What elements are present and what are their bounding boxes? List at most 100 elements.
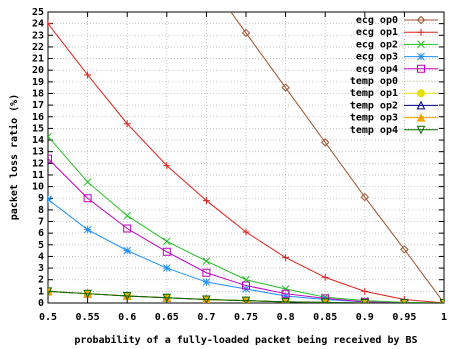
legend-label: temp op1: [350, 88, 398, 99]
marker: [281, 285, 290, 293]
marker: [202, 257, 211, 265]
marker: [202, 268, 211, 277]
y-tick-label: 12: [32, 158, 44, 169]
legend-marker: [416, 15, 426, 25]
marker: [84, 71, 92, 79]
marker: [83, 194, 92, 203]
marker: [48, 132, 52, 141]
x-tick-label: 0.75: [234, 312, 258, 323]
legend-marker: [417, 52, 425, 61]
marker: [122, 292, 132, 301]
marker: [123, 246, 132, 255]
y-tick-label: 3: [38, 263, 44, 274]
x-tick-label: 0.6: [118, 312, 136, 323]
y-tick-label: 4: [38, 251, 44, 262]
x-tick-label: 0.5: [39, 312, 57, 323]
y-tick-label: 22: [32, 42, 44, 53]
y-tick-label: 20: [32, 65, 44, 76]
marker: [361, 287, 369, 295]
marker: [48, 20, 52, 28]
y-tick-label: 19: [32, 77, 44, 88]
x-tick-label: 0.95: [392, 312, 416, 323]
series-line: [48, 290, 444, 303]
legend-marker: [417, 89, 425, 98]
y-tick-label: 2: [38, 275, 44, 286]
marker: [441, 298, 444, 303]
marker: [202, 278, 211, 286]
y-tick-label: 11: [32, 170, 44, 181]
marker: [123, 120, 131, 128]
marker: [360, 297, 369, 303]
y-tick-label: 8: [38, 205, 44, 216]
x-tick-label: 0.7: [197, 312, 215, 323]
marker: [360, 192, 370, 202]
marker: [321, 273, 329, 281]
marker: [241, 296, 251, 303]
legend-marker: [417, 64, 425, 73]
marker: [162, 293, 172, 303]
legend-label: temp op2: [350, 100, 398, 111]
marker: [83, 178, 92, 186]
y-tick-label: 6: [38, 228, 44, 239]
marker: [241, 28, 251, 38]
legend-marker: [417, 28, 425, 36]
marker: [162, 237, 171, 246]
marker: [123, 211, 132, 220]
marker: [242, 281, 250, 290]
x-tick-label: 0.85: [313, 312, 337, 323]
y-tick-label: 13: [32, 147, 44, 158]
marker: [123, 224, 132, 233]
legend-label: ecg op3: [356, 52, 398, 63]
x-tick-label: 0.8: [277, 312, 295, 323]
marker: [202, 197, 210, 205]
y-tick-label: 0: [38, 298, 44, 309]
y-tick-label: 17: [32, 100, 44, 111]
y-tick-label: 21: [32, 54, 44, 65]
plot-area: [48, 12, 444, 303]
marker: [360, 299, 370, 303]
marker: [402, 298, 407, 303]
marker: [83, 225, 92, 234]
y-tick-label: 14: [32, 135, 44, 146]
marker: [282, 254, 290, 262]
x-tick-label: 0.9: [356, 312, 374, 323]
marker: [320, 298, 330, 303]
marker: [400, 245, 409, 254]
marker: [281, 297, 290, 303]
legend-marker: [416, 125, 426, 135]
y-tick-label: 16: [32, 112, 44, 123]
x-tick-label: 0.55: [76, 312, 100, 323]
y-tick-label: 25: [32, 7, 44, 18]
legend-label: temp op4: [350, 125, 398, 136]
legend-marker: [416, 100, 426, 110]
marker: [242, 228, 250, 236]
legend-label: ecg op4: [356, 64, 398, 75]
y-tick-label: 1: [38, 286, 44, 297]
legend-label: temp op0: [350, 76, 398, 87]
legend-label: ecg op1: [356, 27, 398, 38]
y-tick-label: 23: [32, 30, 44, 41]
series-line: [48, 158, 444, 303]
marker: [48, 287, 53, 296]
y-tick-label: 10: [32, 182, 44, 193]
marker: [83, 289, 92, 299]
x-tick-label: 1: [441, 312, 447, 323]
marker: [162, 247, 171, 256]
marker: [162, 264, 171, 272]
y-tick-label: 24: [32, 19, 44, 30]
marker: [320, 138, 330, 147]
marker: [362, 298, 368, 303]
marker: [400, 299, 409, 303]
x-tick-label: 0.65: [155, 312, 179, 323]
y-tick-label: 7: [38, 217, 44, 228]
legend-marker: [417, 40, 425, 49]
marker: [281, 83, 290, 92]
y-tick-label: 18: [32, 88, 44, 99]
y-tick-label: 9: [38, 193, 44, 204]
legend-label: ecg op0: [356, 15, 398, 26]
marker: [48, 154, 52, 163]
marker: [202, 295, 211, 303]
y-tick-label: 5: [38, 240, 44, 251]
y-tick-label: 15: [32, 123, 44, 134]
